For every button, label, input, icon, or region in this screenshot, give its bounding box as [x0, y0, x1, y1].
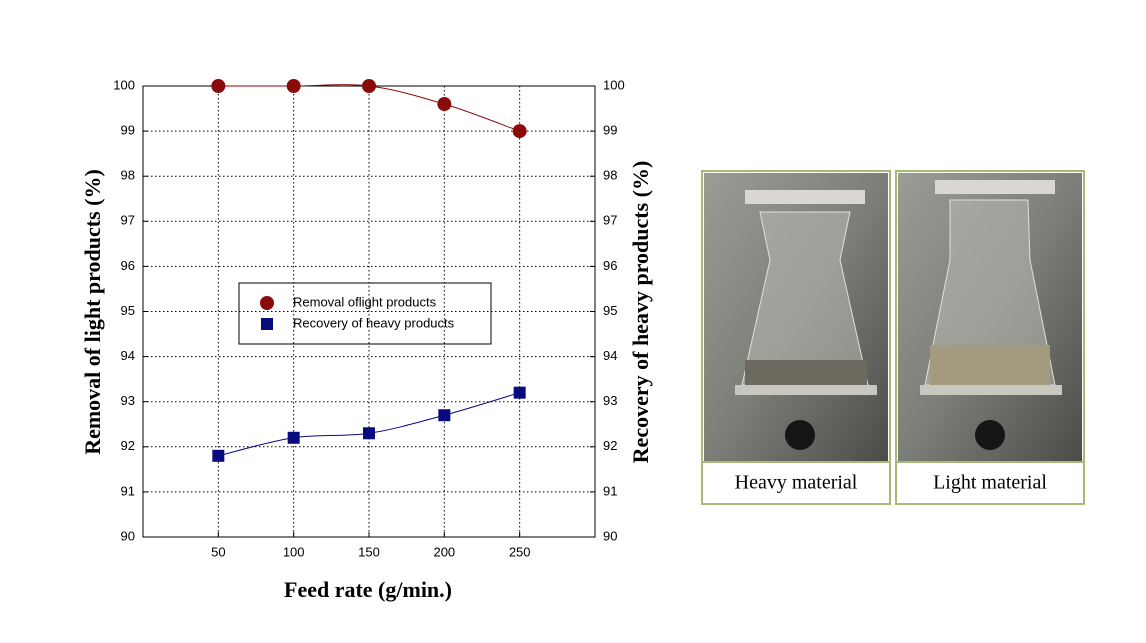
y-tick-label: 91	[121, 483, 135, 498]
y-tick-label: 93	[121, 393, 135, 408]
data-point	[438, 409, 451, 422]
photo-panel: Heavy material Light material	[701, 170, 1085, 505]
data-point	[211, 79, 226, 93]
y2-tick-label: 93	[603, 393, 617, 408]
sample	[930, 345, 1050, 385]
data-point	[362, 79, 376, 93]
y2-axis-title: Recovery of heavy products (%)	[628, 161, 653, 464]
x-axis-title: Feed rate (g/min.)	[284, 577, 452, 602]
y-tick-label: 97	[121, 213, 135, 228]
photo-detail	[935, 180, 1055, 194]
knob	[785, 420, 815, 450]
x-tick-label: 150	[358, 544, 380, 559]
y2-tick-label: 90	[603, 528, 617, 543]
holder	[920, 385, 1062, 395]
y-tick-label: 92	[121, 438, 135, 453]
holder	[735, 385, 877, 395]
data-point	[437, 97, 452, 112]
y2-tick-label: 97	[603, 213, 617, 228]
photo-caption: Light material	[933, 472, 1047, 494]
x-tick-label: 50	[211, 544, 225, 559]
data-point	[513, 386, 526, 399]
y2-tick-label: 99	[603, 123, 617, 138]
legend-label: Recovery of heavy products	[293, 315, 455, 330]
data-point	[287, 431, 300, 444]
data-point	[363, 427, 375, 440]
y-tick-label: 96	[121, 258, 135, 273]
y-tick-label: 100	[113, 77, 135, 92]
y-tick-label: 99	[121, 123, 135, 138]
data-point	[512, 124, 527, 139]
photo-detail	[745, 190, 865, 204]
y2-tick-label: 92	[603, 438, 617, 453]
y2-tick-label: 98	[603, 168, 617, 183]
y2-tick-label: 95	[603, 303, 617, 318]
x-tick-label: 100	[283, 544, 305, 559]
knob	[975, 420, 1005, 450]
x-tick-label: 250	[509, 544, 531, 559]
y2-tick-label: 91	[603, 483, 617, 498]
data-point	[212, 449, 225, 462]
y-axis-title: Removal of light products (%)	[80, 169, 105, 455]
data-point	[286, 79, 301, 93]
y-tick-label: 90	[121, 528, 135, 543]
y-tick-label: 94	[121, 348, 135, 363]
y-tick-label: 95	[121, 303, 135, 318]
y2-tick-label: 96	[603, 258, 617, 273]
y2-tick-label: 100	[603, 77, 625, 92]
legend-label: Removal oflight products	[293, 294, 437, 309]
legend-box	[238, 282, 492, 345]
legend-swatch	[260, 296, 274, 310]
y2-tick-label: 94	[603, 348, 617, 363]
y-tick-label: 98	[121, 168, 135, 183]
sample	[745, 360, 867, 385]
x-tick-label: 200	[433, 544, 455, 559]
legend-swatch	[261, 318, 273, 330]
photo-caption: Heavy material	[735, 472, 858, 494]
